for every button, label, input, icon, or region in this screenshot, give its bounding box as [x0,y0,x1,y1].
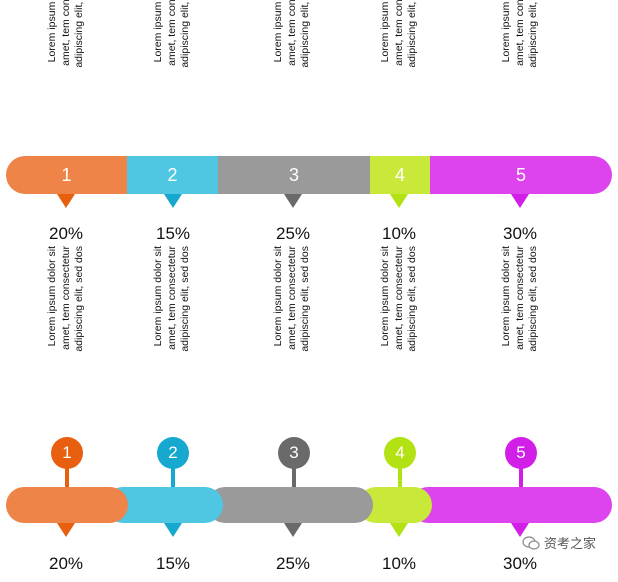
pointer-2-3 [284,523,302,537]
segment-number: 5 [515,164,526,185]
circle-number: 4 [395,443,405,462]
desc-1-3: Lorem ipsum dolor sit amet, tem consecte… [272,0,311,68]
segment-4: 4 [370,156,430,194]
stem-1 [65,468,69,490]
percent-1: 20% [48,224,84,243]
percent-4: 10% [381,224,417,243]
circle-number: 5 [516,443,526,462]
segment-number: 4 [394,164,405,185]
percent-2: 15% [155,224,191,243]
circle-3: 3 [278,437,310,469]
percent-2-5: 30% [502,554,538,573]
desc-1-5: Lorem ipsum dolor sit amet, tem consecte… [500,0,539,68]
watermark-text: 资考之家 [543,536,596,551]
segmented-bar: 1 2 3 4 5 [6,156,612,194]
pointer-4 [390,194,408,208]
circle-number: 2 [168,443,178,462]
desc-1-4: Lorem ipsum dolor sit amet, tem consecte… [379,0,418,68]
circle-1: 1 [51,437,83,469]
circle-4: 4 [384,437,416,469]
stem-2 [171,468,175,490]
percent-2-3: 25% [275,554,311,573]
desc-2-4: Lorem ipsum dolor sit amet, tem consecte… [379,246,418,352]
segment-number: 3 [288,164,299,185]
pill-5 [410,487,612,523]
segment-1: 1 [6,156,127,194]
pointer-2 [164,194,182,208]
segment-number: 1 [61,164,72,185]
segment-3: 3 [218,156,370,194]
segment-2: 2 [127,156,218,194]
desc-1-2: Lorem ipsum dolor sit amet, tem consecte… [152,0,191,68]
circle-number: 1 [62,443,72,462]
pointer-2-4 [390,523,408,537]
pointer-1 [57,194,75,208]
pointer-2-1 [57,523,75,537]
percent-5: 30% [502,224,538,243]
wechat-icon [522,535,540,550]
percent-2-1: 20% [48,554,84,573]
percent-2-4: 10% [381,554,417,573]
watermark: 资考之家 [522,533,596,552]
segment-number: 2 [167,164,178,185]
desc-2-3: Lorem ipsum dolor sit amet, tem consecte… [272,246,311,352]
desc-2-1: Lorem ipsum dolor sit amet, tem consecte… [46,246,85,352]
stem-4 [398,468,402,490]
desc-1-1: Lorem ipsum dolor sit amet, tem consecte… [46,0,85,68]
desc-2-5: Lorem ipsum dolor sit amet, tem consecte… [500,246,539,352]
pill-3 [207,487,373,523]
pointer-3 [284,194,302,208]
segment-5: 5 [430,156,612,194]
stem-3 [292,468,296,490]
circle-5: 5 [505,437,537,469]
pill-1 [6,487,128,523]
pointer-5 [511,194,529,208]
desc-2-2: Lorem ipsum dolor sit amet, tem consecte… [152,246,191,352]
percent-3: 25% [275,224,311,243]
stem-5 [519,468,523,490]
pointer-2-2 [164,523,182,537]
pointer-2-5 [511,523,529,537]
circle-number: 3 [289,443,299,462]
percent-2-2: 15% [155,554,191,573]
circle-2: 2 [157,437,189,469]
